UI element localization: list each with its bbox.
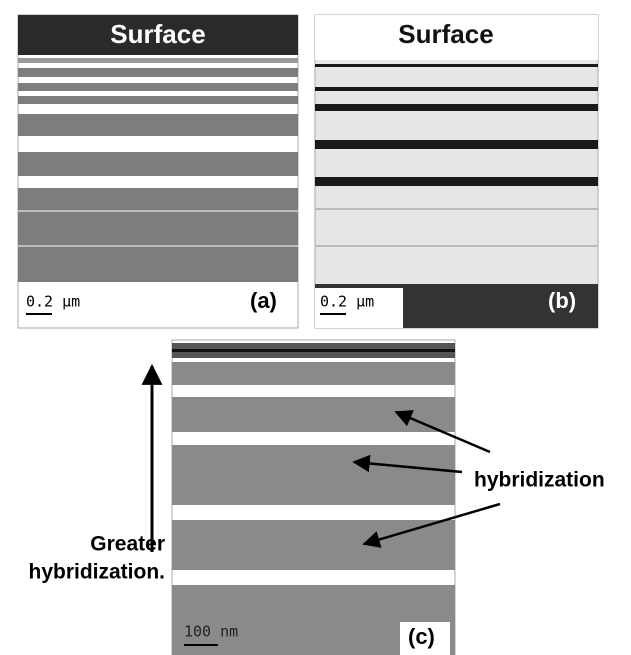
panel-label: (a) [250, 288, 277, 313]
header: Surface [398, 19, 493, 49]
panel-c: 100 nm (c) [171, 339, 456, 655]
panel-frame [314, 14, 599, 329]
header: Surface [110, 19, 205, 49]
greater-line-1: Greater [90, 533, 165, 556]
scale-label: 100 nm [184, 623, 238, 641]
header-band [18, 15, 298, 55]
panel-label: (b) [548, 288, 576, 313]
panel-a: Surface 0.2 μm (a) [17, 14, 299, 329]
pointer-arrows [352, 410, 501, 548]
panel-label: (c) [408, 624, 435, 649]
header-band [315, 15, 598, 60]
stripes [18, 58, 298, 282]
panel-b: Surface 0.2 μm (b) [314, 14, 599, 329]
stripes [315, 64, 598, 247]
scale-box [315, 288, 403, 328]
label-box [400, 622, 450, 655]
greater-line-2: hybridization. [29, 561, 166, 584]
scale-label: 0.2 μm [26, 293, 80, 311]
hybridization-label: hybridization [474, 469, 605, 492]
scale-label: 0.2 μm [320, 293, 374, 311]
